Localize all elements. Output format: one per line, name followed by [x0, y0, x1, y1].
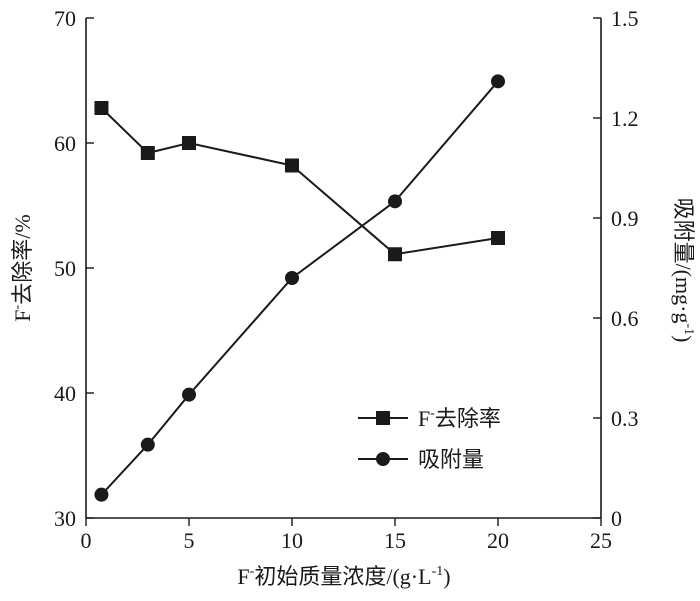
legend: F-去除率 吸附量	[358, 406, 501, 472]
y-right-tick-label: 0.9	[611, 206, 639, 231]
data-point-circle	[140, 437, 155, 452]
x-tick-label: 5	[184, 528, 195, 553]
y-right-tick-label: 0	[611, 506, 622, 531]
data-point-circle	[388, 194, 402, 209]
y-right-tick-label: 1.2	[611, 106, 639, 131]
x-tick-label: 0	[81, 528, 92, 553]
y-right-tick-label: 0.6	[611, 306, 639, 331]
data-point-square	[491, 231, 505, 245]
legend-label-removal: F-去除率	[418, 406, 501, 431]
x-axis-title: F-初始质量浓度/(g·L-1)	[237, 564, 450, 589]
data-point-circle	[182, 387, 196, 402]
y-left-tick-label: 30	[54, 506, 76, 531]
data-point-square	[388, 247, 402, 262]
legend-square-marker	[376, 411, 390, 425]
y-left-tick-label: 50	[54, 256, 76, 281]
data-point-circle	[285, 271, 299, 285]
ticks-layer: 0 5 10 15 20 25 30 40 50 60 70 0 0.3 0.6 0.9 1.2 1.5	[54, 6, 639, 553]
data-point-circle	[491, 74, 505, 89]
data-point-square	[140, 146, 155, 160]
data-point-square	[182, 136, 196, 150]
series-line-0	[100, 107, 499, 256]
x-tick-label: 10	[281, 528, 303, 553]
data-point-square	[285, 158, 299, 173]
y-right-tick-label: 1.5	[611, 6, 639, 31]
legend-circle-marker	[376, 452, 390, 466]
y-right-axis-title: 吸附量/(mg·g-1)	[671, 198, 696, 343]
data-point-circle	[94, 487, 109, 502]
x-tick-label: 20	[487, 528, 509, 553]
y-left-tick-label: 70	[54, 6, 76, 31]
data-point-square	[94, 101, 109, 115]
legend-label-adsorption: 吸附量	[418, 447, 484, 472]
x-tick-label: 15	[384, 528, 406, 553]
series-layer	[94, 74, 505, 502]
y-left-tick-label: 60	[54, 131, 76, 156]
x-tick-label: 25	[590, 528, 612, 553]
series-line-1	[100, 80, 499, 496]
y-right-tick-label: 0.3	[611, 406, 639, 431]
y-left-tick-label: 40	[54, 381, 76, 406]
y-left-axis-title: F-去除率/%	[10, 214, 35, 321]
